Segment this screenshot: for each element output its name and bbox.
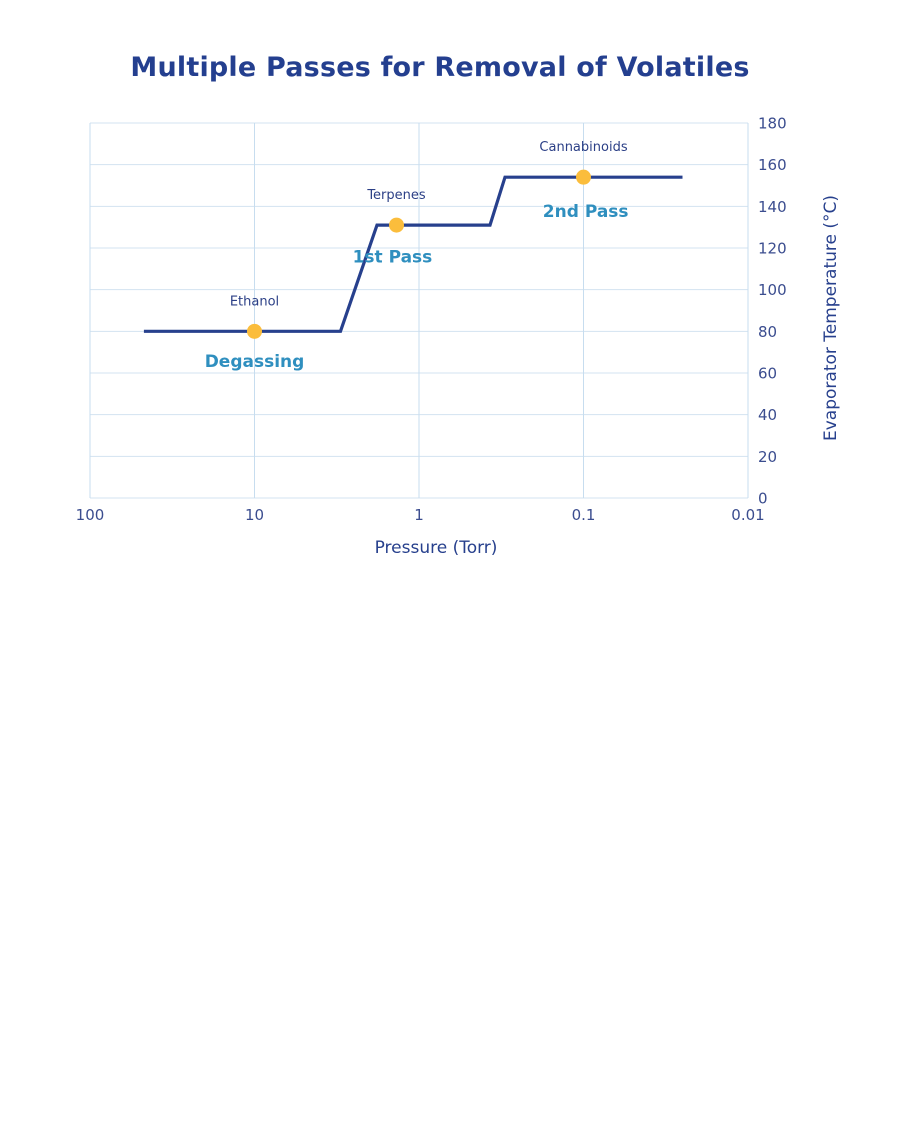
y-axis-label: Evaporator Temperature (°C) [821, 195, 841, 441]
y-tick-label: 120 [758, 240, 787, 258]
stage-label: Degassing [205, 352, 305, 372]
x-tick-label: 100 [76, 506, 105, 524]
x-tick-label: 0.01 [731, 506, 764, 524]
y-tick-label: 140 [758, 198, 787, 216]
point-label: Ethanol [230, 294, 279, 309]
y-tick-label: 180 [758, 115, 787, 133]
x-tick-label: 1 [414, 506, 424, 524]
series-layer [143, 175, 683, 333]
point-marker [247, 323, 262, 339]
y-tick-label: 100 [758, 281, 787, 299]
x-tick-label: 0.1 [572, 506, 596, 524]
point-marker [389, 217, 405, 233]
stage-label: 2nd Pass [543, 202, 629, 222]
y-tick-labels: 0 20 40 60 80 100 120 140 160 180 [758, 115, 787, 508]
y-tick-label: 20 [758, 448, 777, 466]
x-tick-labels: 100 10 1 0.1 0.01 [76, 506, 765, 524]
y-tick-label: 160 [758, 156, 787, 174]
y-tick-label: 0 [758, 490, 768, 508]
chart-title: Multiple Passes for Removal of Volatiles [130, 52, 750, 83]
stage-label: 1st Pass [353, 248, 433, 268]
y-tick-label: 40 [758, 406, 777, 424]
point-marker [576, 169, 591, 185]
x-tick-label: 10 [245, 506, 264, 524]
series-line-0 [143, 175, 683, 333]
stage-labels: Degassing 1st Pass 2nd Pass [205, 202, 629, 372]
y-tick-label: 80 [758, 323, 777, 341]
y-tick-label: 60 [758, 365, 777, 383]
point-label: Cannabinoids [539, 140, 627, 155]
point-label: Terpenes [366, 188, 426, 203]
points-layer: Ethanol Terpenes Cannabinoids [230, 140, 628, 339]
x-axis-label: Pressure (Torr) [375, 538, 498, 558]
